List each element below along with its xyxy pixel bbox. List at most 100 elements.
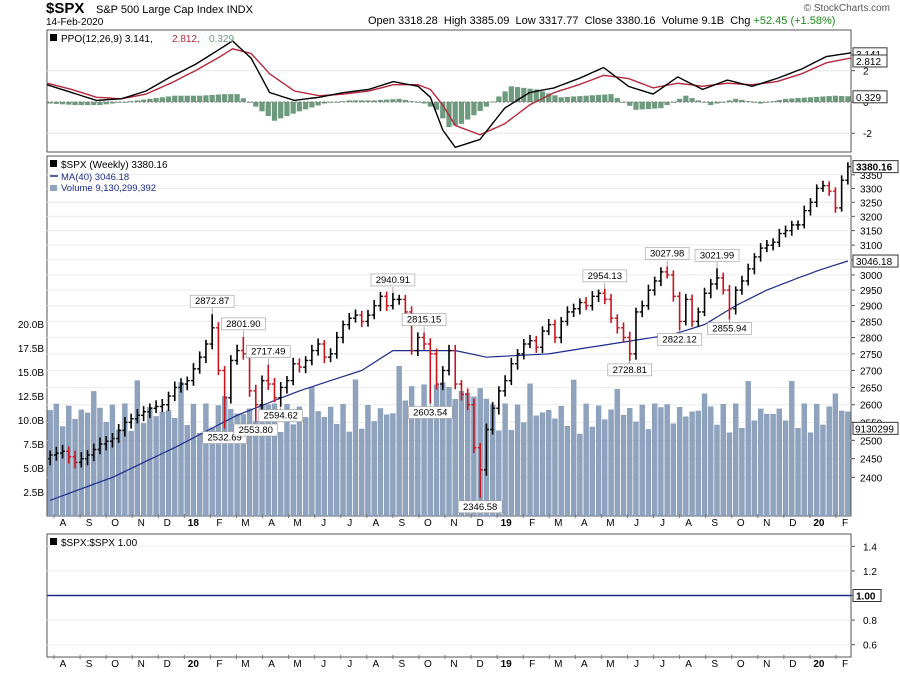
volume-bar (309, 387, 315, 517)
volume-bar (109, 404, 116, 517)
price-y-tick-label: 3000 (860, 271, 883, 282)
ohlc-bar (427, 338, 433, 404)
ppo-histogram-bar (147, 98, 153, 102)
ohlc-bar (377, 291, 383, 312)
volume-bar (770, 413, 776, 517)
volume-bar (676, 407, 683, 517)
ohlc-bar (271, 377, 277, 403)
price-annotation-box (457, 500, 503, 514)
ohlc-bar (776, 228, 782, 248)
price-annotation: 3021.99 (694, 248, 740, 269)
close-value: 3380.16 (615, 15, 656, 27)
volume-bar (203, 403, 209, 517)
ohlc-bar (577, 298, 583, 315)
ppo-histogram-bar (190, 95, 197, 102)
volume-bar (402, 400, 409, 517)
volume-bar (502, 403, 508, 517)
ratio-tag-label: 1.00 (856, 592, 876, 603)
x-month-label: S (711, 659, 718, 670)
ohlc-bar (614, 314, 620, 334)
ohlc-bar (683, 293, 689, 326)
ppo-histogram-bar (253, 101, 259, 107)
ppo-histogram (47, 86, 851, 127)
volume-bar (639, 404, 645, 517)
ohlc-bar (66, 446, 72, 464)
price-y-tick-label: 2900 (860, 302, 883, 313)
ppo-histogram-bar (97, 101, 103, 106)
ohlc-bar (670, 270, 676, 302)
x-month-label: J (347, 518, 352, 529)
ohlc-bar (434, 348, 440, 390)
volume-bar (446, 386, 452, 517)
ohlc-bar (745, 263, 751, 286)
price-annotation-label: 2553.80 (239, 425, 273, 436)
ppo-histogram-bar (496, 96, 502, 102)
ohlc-bar (720, 272, 726, 295)
price-annotation-label: 2815.15 (407, 315, 441, 326)
volume-bar (577, 433, 583, 517)
ohlc-bar (627, 331, 633, 361)
ppo-histogram-bar (758, 101, 764, 104)
price-annotation-label: 2346.58 (463, 502, 497, 513)
ppo-histogram-bar (614, 98, 620, 102)
x-month-label: S (86, 659, 93, 670)
volume-bar (645, 429, 652, 517)
ppo-histogram-bar (84, 101, 91, 106)
ppo-histogram-bar (346, 100, 352, 102)
x-month-label: A (581, 518, 588, 529)
ppo-histogram-bar (53, 101, 59, 104)
volume-bar (627, 408, 633, 517)
ratio-y-tick-label: 0.6 (863, 641, 877, 652)
ppo-histogram-bar (627, 101, 633, 106)
ppo-histogram-bar (197, 95, 203, 102)
ppo-histogram-bar (739, 99, 745, 102)
price-annotation: 2954.13 (582, 269, 628, 289)
x-month-label: J (321, 659, 326, 670)
ppo-histogram-bar (284, 101, 290, 117)
volume-bar (352, 379, 359, 517)
ohlc-bar (527, 334, 533, 348)
price-annotation: 2603.54 (408, 403, 453, 419)
ppo-histogram-bar (315, 101, 321, 106)
price-annotation-box (644, 247, 690, 260)
ppo-histogram-bar (452, 101, 458, 126)
price-annotation-box (370, 273, 416, 287)
volume-bar (514, 404, 521, 517)
ratio-legend-label: $SPX:$SPX 1.00 (61, 538, 138, 549)
ppo-histogram-bar (770, 101, 776, 102)
price-annotation-box (694, 248, 740, 262)
x-month-label: A (268, 659, 275, 670)
volume-bar (658, 407, 664, 517)
x-month-label: M (554, 659, 562, 670)
ppo-histogram-bar (377, 99, 384, 102)
x-month-label: N (450, 518, 457, 529)
open-label: Open (368, 15, 395, 27)
volume-bar (583, 403, 589, 517)
price-tag-label: 3380.16 (856, 163, 893, 174)
ppo-histogram-bar (683, 95, 689, 102)
ohlc-bar (340, 320, 346, 344)
ohlc-bar (190, 363, 196, 386)
ppo-histogram-bar (116, 101, 122, 103)
volume-bar (234, 413, 240, 517)
x-month-label: F (529, 659, 535, 670)
ohlc-bar (839, 175, 845, 212)
ohlc-bar (508, 357, 514, 386)
x-month-label: O (111, 518, 119, 529)
price-annotation-box (233, 423, 279, 437)
x-month-label: O (737, 659, 745, 670)
price-y-tick-label: 3300 (860, 184, 883, 195)
ohlc-bar (265, 364, 271, 391)
ohlc-bar (321, 340, 327, 364)
ohlc-bar (253, 384, 259, 422)
ohlc-bar (539, 326, 545, 353)
ohlc-bar (533, 335, 539, 353)
ppo-histogram-bar (552, 95, 558, 102)
volume-bar (708, 406, 714, 517)
ratio-y-tick-label: 1.4 (863, 542, 877, 553)
ppo-histogram-bar (309, 101, 315, 108)
ohlc-bar (328, 348, 334, 363)
x-month-label: 18 (188, 518, 200, 529)
ppo-histogram-bar (159, 97, 165, 102)
ppo-histogram-bar (259, 101, 265, 112)
